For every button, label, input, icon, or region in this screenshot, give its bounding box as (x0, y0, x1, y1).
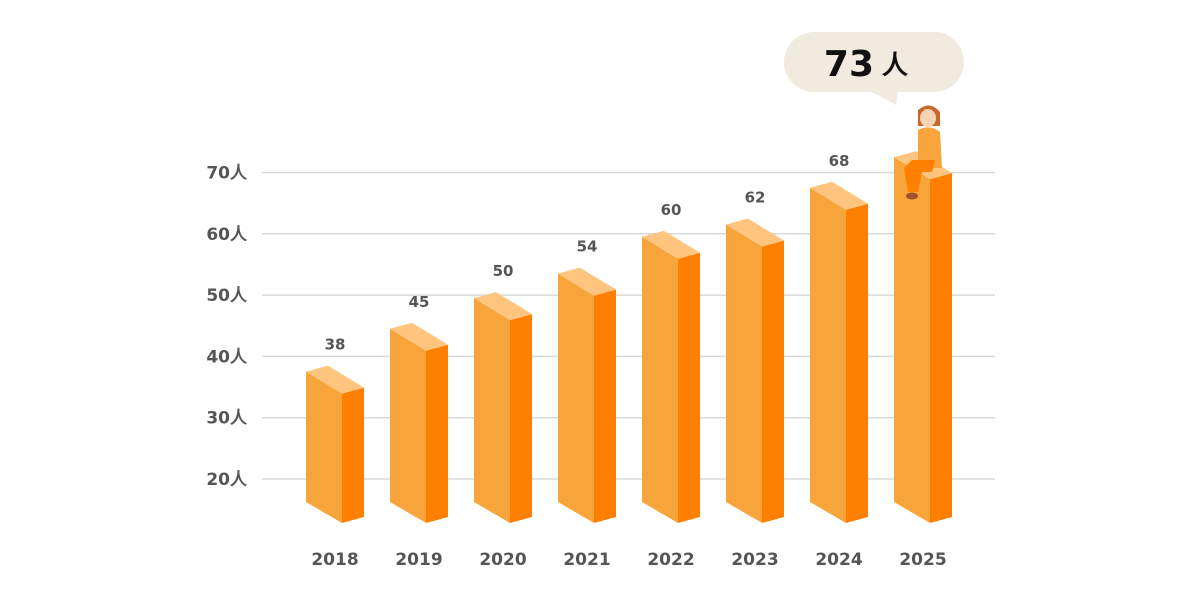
bar-side (930, 173, 952, 524)
year-label: 2023 (731, 550, 778, 570)
bar-front (474, 298, 510, 523)
bar-2024 (810, 181, 868, 523)
bar-front (306, 371, 342, 523)
year-label: 2020 (479, 550, 526, 570)
bar-2018 (306, 365, 364, 523)
bar-2020 (474, 292, 532, 523)
x-axis-labels: 2018 2019 2020 2021 2022 2023 2024 2025 (311, 550, 946, 570)
bar-2023 (726, 218, 784, 524)
year-label: 2022 (647, 550, 694, 570)
bars (306, 151, 952, 524)
y-tick-label: 40人 (206, 347, 248, 367)
bar-side (594, 289, 616, 523)
year-label: 2021 (563, 550, 610, 570)
bar-front (726, 224, 762, 524)
bar-front (642, 236, 678, 524)
value-label: 60 (661, 201, 682, 219)
value-label: 45 (409, 293, 430, 311)
value-label: 38 (325, 336, 346, 354)
body (918, 127, 942, 168)
value-label: 50 (493, 262, 514, 280)
bar-side (510, 314, 532, 523)
callout-bubble: 73 人 (784, 32, 964, 105)
bar-side (342, 387, 364, 523)
year-label: 2024 (815, 550, 862, 570)
bar-2025 (894, 151, 952, 524)
bar-top (810, 181, 868, 210)
person-illustration-icon (904, 105, 942, 200)
gridlines (262, 171, 995, 480)
bar-2022 (642, 230, 700, 524)
bar-front (894, 157, 930, 524)
y-axis-labels: 20人 30人 40人 50人 60人 70人 (206, 164, 248, 491)
value-label: 68 (829, 152, 850, 170)
value-label: 54 (577, 238, 598, 256)
callout-tail (868, 90, 898, 105)
bar-top (726, 218, 784, 247)
bar-front (810, 187, 846, 523)
bar-top (306, 365, 364, 394)
bar-top (390, 322, 448, 351)
bar-side (678, 252, 700, 524)
legs (904, 160, 935, 192)
face (920, 109, 936, 127)
value-label: 62 (745, 189, 766, 207)
y-tick-label: 20人 (206, 470, 248, 490)
bar-2019 (390, 322, 448, 523)
bar-top (558, 267, 616, 296)
y-tick-label: 50人 (206, 286, 248, 306)
bar-side (426, 344, 448, 523)
callout-background (784, 32, 964, 92)
value-labels: 38 45 50 54 60 62 68 (325, 152, 850, 354)
bar-top (474, 292, 532, 321)
y-tick-label: 30人 (206, 409, 248, 429)
bar-2021 (558, 267, 616, 523)
year-label: 2019 (395, 550, 442, 570)
year-label: 2025 (899, 550, 946, 570)
callout-number: 73 (824, 44, 874, 85)
callout-unit: 人 (882, 51, 908, 81)
bar-side (762, 240, 784, 524)
shoe (906, 192, 918, 200)
y-tick-label: 60人 (206, 225, 248, 245)
bar-front (558, 273, 594, 523)
bar-top (642, 230, 700, 259)
bar-front (390, 328, 426, 523)
y-tick-label: 70人 (206, 164, 248, 184)
year-label: 2018 (311, 550, 358, 570)
bar-side (846, 203, 868, 523)
